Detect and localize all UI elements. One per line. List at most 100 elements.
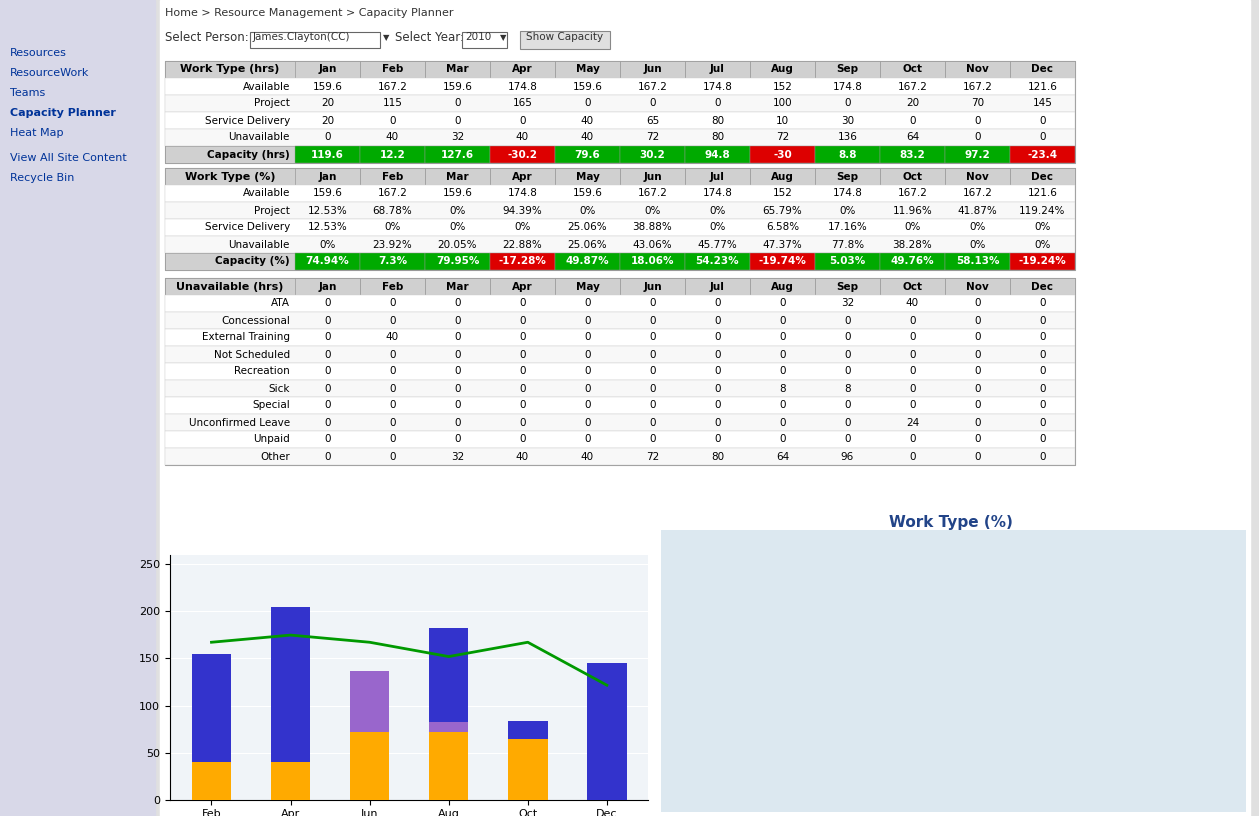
Available: [283, 630, 298, 640]
Text: 40: 40: [580, 116, 594, 126]
Text: 30.2: 30.2: [640, 149, 665, 159]
Text: 65.79%: 65.79%: [763, 206, 802, 215]
Bar: [685, 61, 750, 78]
Text: Apr: Apr: [512, 171, 533, 181]
Text: 79.6: 79.6: [574, 149, 601, 159]
Text: -23.4: -23.4: [1027, 149, 1058, 159]
Text: Recycle Bin: Recycle Bin: [10, 173, 74, 183]
Text: 174.8: 174.8: [507, 188, 538, 198]
Text: 167.2: 167.2: [898, 188, 928, 198]
Text: 40: 40: [516, 451, 529, 462]
Text: 0: 0: [325, 349, 331, 360]
Text: 0: 0: [1039, 316, 1046, 326]
Text: 0: 0: [714, 434, 720, 445]
Text: 0: 0: [650, 434, 656, 445]
Bar: [165, 295, 1075, 312]
Text: 0: 0: [714, 332, 720, 343]
Text: 0: 0: [974, 434, 981, 445]
Bar: [880, 146, 946, 163]
Text: 0: 0: [714, 349, 720, 360]
Text: 0: 0: [389, 451, 395, 462]
Bar: [490, 61, 555, 78]
Text: 174.8: 174.8: [703, 82, 733, 91]
Text: View All Site Content: View All Site Content: [10, 153, 127, 163]
Text: 0: 0: [974, 299, 981, 308]
Bar: [295, 168, 360, 185]
Text: 0: 0: [325, 132, 331, 143]
Text: Unpaid: Unpaid: [253, 434, 290, 445]
Text: ▼: ▼: [500, 33, 506, 42]
Text: 0: 0: [974, 332, 981, 343]
Text: Available: Available: [243, 188, 290, 198]
Bar: [815, 61, 880, 78]
Text: Feb: Feb: [381, 282, 403, 291]
Text: 0: 0: [714, 418, 720, 428]
Text: Mar: Mar: [446, 282, 468, 291]
Text: 167.2: 167.2: [637, 82, 667, 91]
Text: Oct: Oct: [903, 64, 923, 74]
Bar: [555, 146, 619, 163]
Text: 18.06%: 18.06%: [631, 256, 675, 267]
Line: Available: Available: [212, 635, 607, 685]
Text: Unavailable: Unavailable: [229, 132, 290, 143]
Text: Jul: Jul: [710, 282, 725, 291]
Bar: [1010, 61, 1075, 78]
Text: Feb: Feb: [381, 64, 403, 74]
Text: 0: 0: [325, 384, 331, 393]
Bar: [350, 732, 389, 800]
Text: 12.0 %: 12.0 %: [881, 710, 929, 723]
Bar: [165, 380, 1075, 397]
Text: -30: -30: [773, 149, 792, 159]
Bar: [426, 278, 490, 295]
Text: 174.8: 174.8: [832, 188, 862, 198]
Bar: [490, 278, 555, 295]
Bar: [426, 168, 490, 185]
Text: 0%: 0%: [384, 223, 400, 233]
Text: 0: 0: [519, 434, 526, 445]
Text: 0: 0: [909, 332, 915, 343]
Text: Aug: Aug: [771, 171, 794, 181]
Text: Recreation: Recreation: [234, 366, 290, 376]
Text: 0: 0: [974, 418, 981, 428]
Text: 74.94%: 74.94%: [306, 256, 350, 267]
Text: Capacity (hrs): Capacity (hrs): [208, 149, 290, 159]
Text: May: May: [575, 171, 599, 181]
Text: 0: 0: [779, 434, 786, 445]
Text: 174.8: 174.8: [832, 82, 862, 91]
Text: 80: 80: [711, 132, 724, 143]
Text: Select Year:: Select Year:: [395, 31, 465, 44]
Text: 127.6: 127.6: [441, 149, 475, 159]
Text: 0: 0: [1039, 132, 1046, 143]
Bar: [490, 146, 555, 163]
Text: 0: 0: [519, 116, 526, 126]
Text: Jun: Jun: [643, 282, 662, 291]
Text: 0: 0: [974, 316, 981, 326]
Text: 0: 0: [779, 332, 786, 343]
Text: 96: 96: [841, 451, 854, 462]
Bar: [429, 628, 468, 722]
Bar: [509, 721, 548, 739]
Bar: [555, 253, 619, 270]
Bar: [165, 202, 1075, 219]
Text: 0: 0: [974, 132, 981, 143]
Text: Other: Other: [261, 451, 290, 462]
Text: 0: 0: [1039, 332, 1046, 343]
Text: 0: 0: [325, 366, 331, 376]
Text: 0: 0: [974, 349, 981, 360]
Text: 0: 0: [909, 316, 915, 326]
Bar: [429, 732, 468, 800]
Text: 0%: 0%: [709, 206, 725, 215]
Text: Special: Special: [252, 401, 290, 410]
Text: 0: 0: [650, 299, 656, 308]
Text: Service Delivery: Service Delivery: [205, 116, 290, 126]
Bar: [271, 606, 310, 762]
Text: 0: 0: [974, 366, 981, 376]
Text: 0: 0: [909, 434, 915, 445]
Text: Capacity (%): Capacity (%): [215, 256, 290, 267]
Text: -17.28%: -17.28%: [499, 256, 546, 267]
Text: Select Person:: Select Person:: [165, 31, 249, 44]
Text: 0: 0: [519, 349, 526, 360]
Bar: [426, 61, 490, 78]
Text: 38.28%: 38.28%: [893, 240, 933, 250]
Text: 0: 0: [584, 366, 590, 376]
